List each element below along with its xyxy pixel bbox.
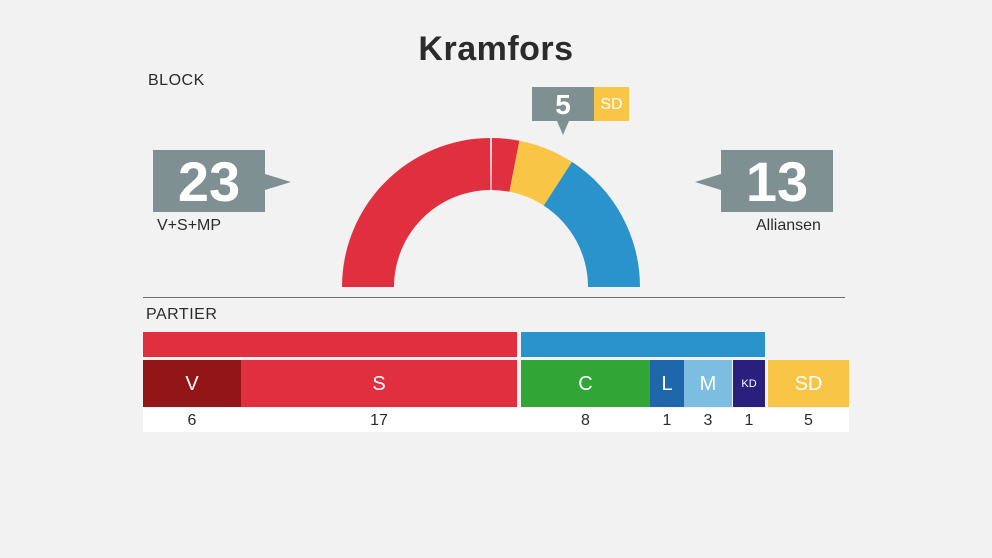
party-box-sd: SD bbox=[768, 360, 849, 407]
right-block-name: Alliansen bbox=[756, 217, 821, 234]
seat-count-sd: 5 bbox=[804, 412, 813, 429]
blue-block-bar bbox=[521, 332, 765, 357]
divider bbox=[143, 297, 845, 298]
left-block-name: V+S+MP bbox=[157, 217, 222, 234]
right-block-seats: 13 bbox=[695, 150, 833, 213]
seat-arc-chart bbox=[342, 138, 640, 287]
partier-heading: PARTIER bbox=[146, 306, 218, 323]
red-block-bar bbox=[143, 332, 517, 357]
left-block-seats: 23 bbox=[153, 150, 291, 213]
seat-count-kd: 1 bbox=[744, 412, 754, 429]
page-title: Kramfors bbox=[418, 30, 574, 68]
block-heading: BLOCK bbox=[148, 72, 205, 89]
party-box-m: M bbox=[684, 360, 732, 407]
other-block-seats: 5 bbox=[532, 87, 594, 135]
seat-count-m: 3 bbox=[703, 412, 713, 429]
seat-count-s: 17 bbox=[370, 412, 388, 429]
seat-count-v: 6 bbox=[187, 412, 197, 429]
seat-count-c: 8 bbox=[581, 412, 590, 429]
arc-left-block-part2 bbox=[491, 138, 520, 192]
party-box-kd: KD bbox=[733, 360, 765, 407]
party-box-s: S bbox=[241, 360, 517, 407]
party-box-c: C bbox=[521, 360, 650, 407]
party-box-v: V bbox=[143, 360, 241, 407]
party-box-l: L bbox=[650, 360, 684, 407]
seat-count-l: 1 bbox=[662, 412, 672, 429]
seat-row bbox=[143, 408, 849, 432]
arc-left-block-part1 bbox=[342, 138, 491, 287]
arc-sd-block bbox=[509, 140, 572, 206]
arc-right-block bbox=[543, 161, 640, 287]
other-block-tag: SD bbox=[594, 87, 629, 121]
